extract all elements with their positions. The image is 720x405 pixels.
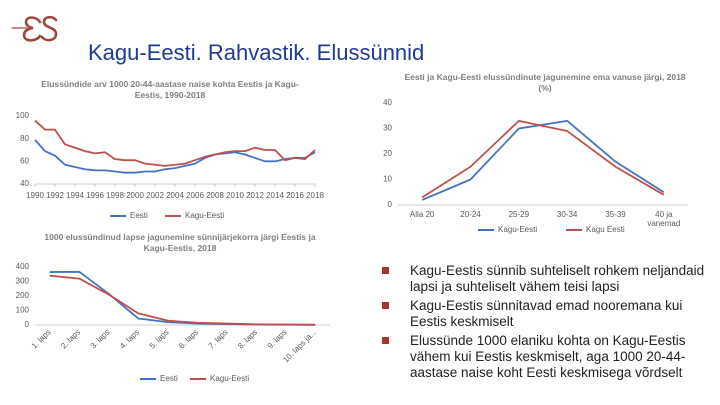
- legend-label: Eesti: [160, 374, 178, 383]
- data-line: [34, 119, 316, 167]
- y-tick-label: 0: [25, 320, 30, 329]
- y-tick-label: 0: [388, 200, 393, 209]
- logo-e: [22, 16, 42, 42]
- x-tick-label: 2008: [206, 191, 224, 200]
- x-tick-label: 2002: [146, 191, 164, 200]
- data-line: [49, 274, 316, 326]
- logo-s: [40, 15, 58, 42]
- x-tick-label: 2012: [246, 191, 264, 200]
- chart-title: Eesti ja Kagu-Eesti elussündinute jagune…: [404, 72, 686, 93]
- data-line: [421, 119, 665, 199]
- y-tick-label: 300: [16, 277, 30, 286]
- x-tick-label: 2004: [166, 191, 184, 200]
- x-tick-label: 2000: [126, 191, 144, 200]
- x-tick-label: 1998: [106, 191, 124, 200]
- data-line: [49, 270, 316, 326]
- legend-label: Kagu-Eesti: [185, 211, 224, 220]
- x-tick-label: 1996: [86, 191, 104, 200]
- x-tick-label: 1. laps: [30, 328, 53, 351]
- x-tick-label: 40 ja vanemad: [647, 210, 681, 228]
- y-tick-label: 100: [16, 306, 30, 315]
- legend-label: Kagu-Eesti: [210, 374, 249, 383]
- y-tick-label: 10: [383, 175, 392, 184]
- legend-label: Kagu Eesti: [586, 225, 625, 234]
- data-line: [421, 119, 665, 201]
- x-tick-label: 30-34: [556, 210, 578, 219]
- y-tick-label: 100: [16, 111, 30, 120]
- x-tick-label: 35-39: [605, 210, 626, 219]
- y-tick-label: 60: [20, 156, 29, 165]
- x-tick-label: 20-24: [460, 210, 481, 219]
- x-tick-label: 5. laps: [148, 328, 171, 351]
- x-tick-label: 7. laps: [207, 328, 230, 351]
- y-tick-label: 40: [383, 98, 392, 107]
- data-line: [34, 139, 316, 174]
- y-tick-label: 80: [20, 134, 29, 143]
- bullet: Kagu-Eestis sünnitavad emad nooremana ku…: [382, 298, 712, 330]
- x-tick-label: 1994: [66, 191, 84, 200]
- x-tick-label: 9. laps: [266, 328, 289, 351]
- bullet: Kagu-Eestis sünnib suhteliselt rohkem ne…: [382, 263, 712, 295]
- x-tick-label: 3. laps: [89, 328, 112, 351]
- chart-title: 1000 elussündinud lapse jagunemine sünni…: [44, 232, 316, 253]
- bullet: Elussünde 1000 elaniku kohta on Kagu-Ees…: [382, 333, 712, 381]
- y-tick-label: 20: [383, 149, 392, 158]
- legend-label: Kagu-Eesti: [498, 225, 537, 234]
- y-tick-label: 200: [16, 291, 30, 300]
- x-tick-label: 6. laps: [177, 328, 200, 351]
- x-tick-label: 4. laps: [118, 328, 141, 351]
- logo: [11, 15, 58, 42]
- x-tick-label: 2016: [286, 191, 304, 200]
- x-tick-label: 2018: [306, 191, 324, 200]
- bullet-list: Kagu-Eestis sünnib suhteliselt rohkem ne…: [382, 263, 712, 384]
- x-tick-label: 2. laps: [59, 328, 82, 351]
- x-tick-label: Alla 20: [409, 210, 435, 219]
- x-tick-label: 2006: [186, 191, 204, 200]
- x-tick-label: 1990: [26, 191, 44, 200]
- x-tick-label: 8. laps: [236, 328, 259, 351]
- y-tick-label: 400: [16, 262, 30, 271]
- y-tick-label: 40: [20, 179, 29, 188]
- y-tick-label: 30: [383, 124, 392, 133]
- x-tick-label: 1992: [46, 191, 64, 200]
- slide-title: Kagu-Eesti. Rahvastik. Elussünnid: [88, 40, 425, 65]
- x-tick-label: 2010: [226, 191, 244, 200]
- chart-title: Elussündide arv 1000 20-44-aastase naise…: [41, 79, 299, 100]
- x-tick-label: 2014: [266, 191, 284, 200]
- legend-label: Eesti: [130, 211, 148, 220]
- x-tick-label: 25-29: [508, 210, 530, 219]
